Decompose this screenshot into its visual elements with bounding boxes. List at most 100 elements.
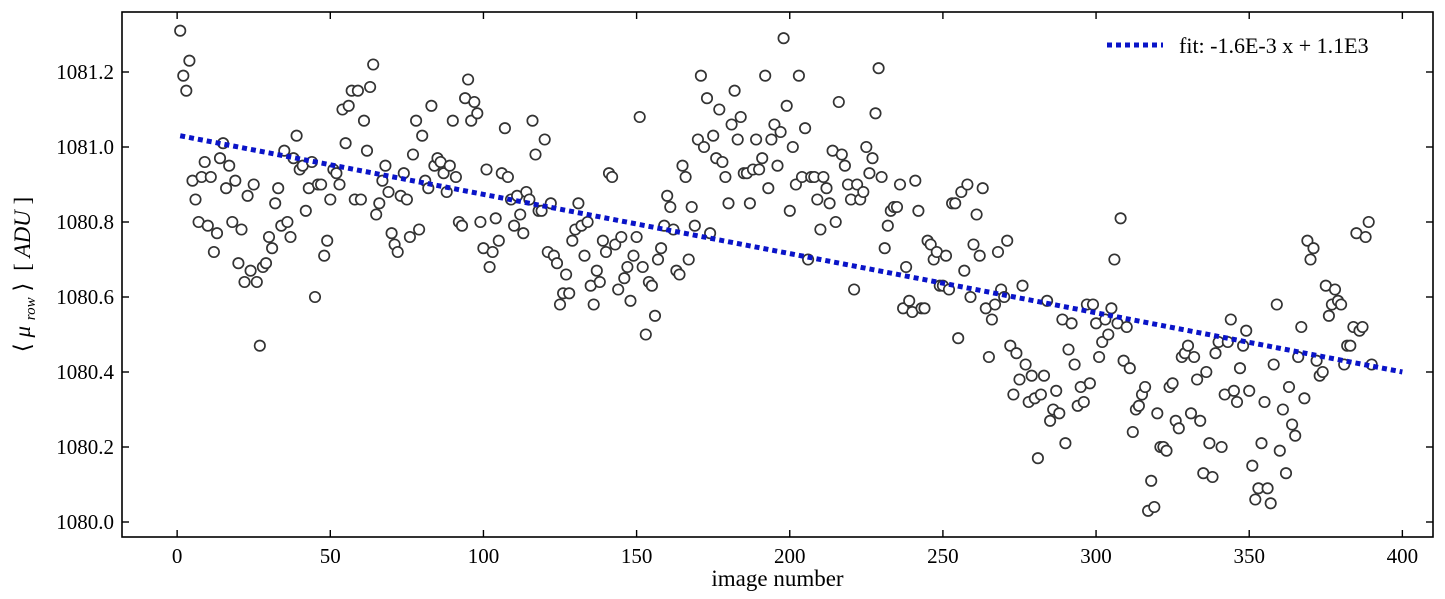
data-point — [572, 197, 585, 210]
data-point — [410, 114, 423, 127]
data-point — [1264, 497, 1277, 510]
data-point — [1007, 388, 1020, 401]
data-point — [321, 234, 334, 247]
data-point — [1243, 384, 1256, 397]
data-point — [492, 234, 505, 247]
data-point — [201, 219, 214, 232]
data-point — [538, 133, 551, 146]
data-point — [1203, 437, 1216, 450]
data-point — [1224, 313, 1237, 326]
y-label-mu: μ — [10, 326, 35, 339]
x-tick-label: 50 — [320, 544, 341, 568]
data-point — [357, 114, 371, 127]
data-point — [1132, 399, 1145, 412]
data-point — [756, 152, 769, 165]
data-point — [235, 223, 248, 236]
data-point — [266, 242, 279, 255]
data-point — [223, 159, 236, 172]
data-point — [615, 230, 628, 244]
data-point — [676, 159, 689, 172]
data-point — [281, 215, 294, 229]
data-point — [553, 298, 567, 311]
data-point — [1151, 407, 1164, 420]
data-point — [1188, 350, 1201, 364]
data-point — [829, 215, 842, 229]
data-point — [673, 268, 686, 281]
data-point — [425, 99, 438, 112]
data-point — [269, 197, 282, 210]
data-point — [1289, 429, 1302, 442]
data-point — [750, 133, 763, 146]
data-point — [618, 272, 631, 285]
data-point — [1117, 354, 1130, 367]
data-point — [1086, 298, 1100, 311]
data-point — [1328, 283, 1342, 296]
data-point — [1227, 384, 1240, 397]
data-point — [1270, 298, 1283, 311]
x-axis-label: image number — [711, 566, 844, 591]
data-point — [982, 350, 995, 364]
data-point — [517, 227, 530, 240]
data-point — [707, 129, 720, 142]
data-point — [799, 122, 812, 135]
data-point — [976, 182, 989, 195]
data-point — [1139, 380, 1152, 394]
fit-line-layer — [179, 133, 1403, 375]
data-point — [198, 155, 211, 169]
data-point — [1044, 414, 1057, 427]
data-point — [682, 253, 695, 266]
data-point — [872, 62, 885, 75]
data-point — [1059, 437, 1072, 450]
data-point — [664, 200, 677, 214]
data-point — [207, 245, 220, 259]
data-point — [581, 215, 594, 229]
data-point — [299, 204, 312, 217]
data-point — [860, 140, 873, 154]
data-point — [1025, 369, 1038, 382]
data-point — [1037, 369, 1051, 382]
data-point — [250, 275, 263, 289]
data-point — [1166, 377, 1179, 390]
data-point — [253, 339, 266, 352]
data-point — [382, 185, 395, 199]
data-point — [636, 260, 649, 274]
y-tick-label: 1080.6 — [56, 285, 114, 309]
data-point — [1295, 320, 1308, 334]
data-point — [1184, 407, 1198, 420]
y-tick-label: 1080.4 — [56, 360, 114, 384]
data-point — [1215, 440, 1228, 454]
data-point — [406, 148, 420, 161]
data-point — [1194, 414, 1207, 427]
data-point — [1068, 358, 1081, 371]
legend: fit: -1.6E-3 x + 1.1E3 — [1107, 33, 1369, 58]
data-point — [342, 99, 355, 112]
data-point — [918, 302, 931, 315]
x-tick-label: 200 — [774, 544, 806, 568]
y-label-bracket-close: ] — [10, 197, 35, 205]
data-point — [1093, 350, 1106, 364]
data-point — [244, 264, 257, 277]
data-point — [489, 212, 502, 225]
data-point — [869, 107, 882, 120]
plot-frame — [121, 11, 1434, 538]
data-point — [606, 170, 619, 184]
data-point — [1304, 253, 1317, 266]
data-point — [360, 144, 374, 157]
data-point — [174, 24, 187, 37]
data-point — [364, 80, 377, 94]
data-point — [1356, 320, 1369, 334]
data-point — [339, 137, 352, 150]
data-point — [220, 182, 233, 195]
data-point — [1160, 444, 1173, 457]
data-point — [238, 275, 251, 289]
data-point — [973, 249, 986, 262]
data-point — [648, 309, 662, 322]
data-point — [229, 174, 242, 187]
y-tick-label: 1080.0 — [56, 510, 114, 534]
data-point — [1191, 373, 1204, 386]
data-point — [970, 208, 983, 221]
y-label-bracket-open: [ — [10, 263, 35, 271]
data-point — [1172, 422, 1185, 435]
data-point — [596, 234, 609, 247]
data-point — [318, 249, 331, 262]
